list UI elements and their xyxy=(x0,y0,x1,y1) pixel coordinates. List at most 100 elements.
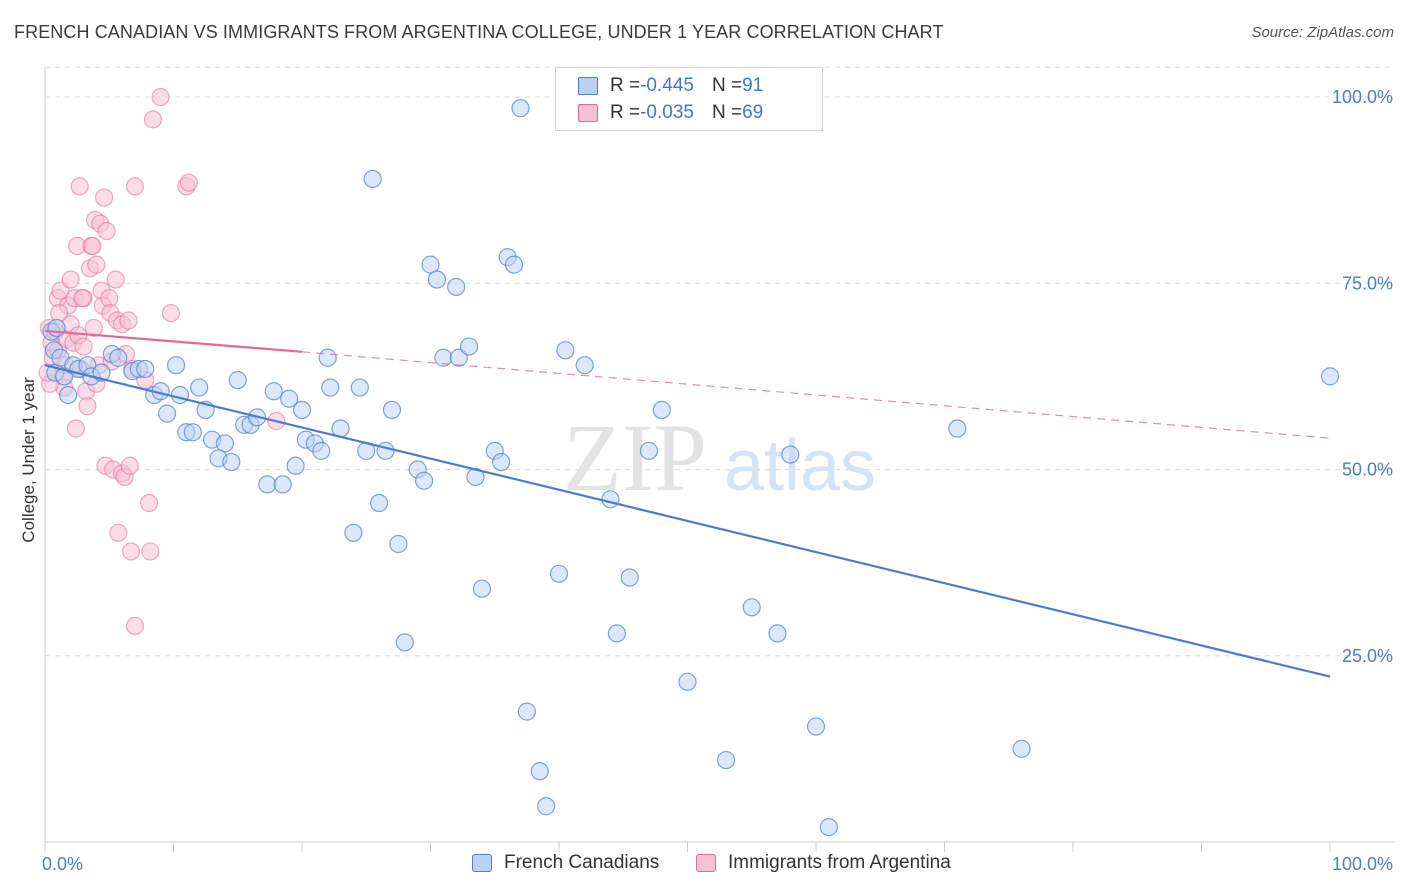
point-argentina-24 xyxy=(78,397,97,416)
legend-swatch-blue xyxy=(578,77,598,95)
point-french-canadian-44 xyxy=(344,523,363,542)
point-french-canadian-50 xyxy=(382,400,402,419)
point-french-canadian-34 xyxy=(273,475,292,494)
point-french-canadian-14 xyxy=(136,359,155,379)
point-argentina-52 xyxy=(121,542,141,561)
legend-n-value: 91 xyxy=(742,75,764,96)
point-french-canadian-80 xyxy=(716,750,736,770)
watermark: ZIP atlas xyxy=(563,404,876,511)
point-french-canadian-47 xyxy=(363,169,382,189)
point-french-canadian-89 xyxy=(47,318,66,338)
point-french-canadian-75 xyxy=(607,624,626,643)
point-french-canadian-42 xyxy=(321,378,340,397)
point-french-canadian-11 xyxy=(109,348,128,367)
point-argentina-36 xyxy=(95,188,114,207)
point-french-canadian-84 xyxy=(806,717,826,736)
legend-r-value: -0.445 xyxy=(640,75,694,96)
point-argentina-63 xyxy=(179,173,199,192)
chart-title: FRENCH CANADIAN VS IMMIGRANTS FROM ARGEN… xyxy=(14,22,944,42)
point-french-canadian-70 xyxy=(537,797,556,816)
axes xyxy=(44,68,1395,852)
legend-series-name: French Canadians xyxy=(504,852,660,873)
point-argentina-16 xyxy=(66,419,85,438)
point-french-canadian-17 xyxy=(157,404,177,423)
point-french-canadian-21 xyxy=(183,423,202,442)
point-french-canadian-76 xyxy=(620,568,639,587)
point-french-canadian-87 xyxy=(1012,739,1031,758)
point-french-canadian-68 xyxy=(517,702,536,721)
trend-line-argentina-dashed xyxy=(301,351,1331,439)
point-french-canadian-74 xyxy=(601,490,620,509)
point-argentina-45 xyxy=(109,523,128,542)
y-tick-label-3: 100.0% xyxy=(1332,87,1393,107)
y-tick-label-1: 50.0% xyxy=(1342,460,1393,480)
legend-row-immigrants-from-argentina: R = -0.035 N = 69 xyxy=(578,100,763,126)
point-argentina-55 xyxy=(125,616,145,636)
point-french-canadian-45 xyxy=(350,378,369,397)
legend-r-label: R = xyxy=(610,75,641,96)
point-french-canadian-71 xyxy=(549,564,569,583)
point-french-canadian-88 xyxy=(1320,367,1340,386)
point-french-canadian-79 xyxy=(678,672,697,691)
point-french-canadian-40 xyxy=(312,441,331,460)
point-argentina-59 xyxy=(143,110,163,129)
point-french-canadian-48 xyxy=(370,493,389,513)
point-argentina-27 xyxy=(83,236,102,256)
point-french-canadian-78 xyxy=(652,400,671,419)
legend-row-french-canadians: R = -0.445 N = 91 xyxy=(578,73,763,99)
point-argentina-67 xyxy=(50,303,69,323)
legend-swatch-pink xyxy=(696,854,716,872)
point-french-canadian-49 xyxy=(376,441,395,460)
legend-n-label: N = xyxy=(711,102,743,123)
point-french-canadian-86 xyxy=(948,419,967,438)
point-french-canadian-22 xyxy=(190,378,209,397)
point-french-canadian-35 xyxy=(280,389,299,408)
point-french-canadian-83 xyxy=(781,445,800,464)
point-french-canadian-85 xyxy=(819,817,838,837)
point-argentina-38 xyxy=(97,222,116,241)
trend-line-argentina xyxy=(44,329,303,353)
point-french-canadian-77 xyxy=(639,441,659,460)
point-argentina-50 xyxy=(119,311,138,330)
legend-series-name: Immigrants from Argentina xyxy=(728,852,951,873)
legend-n-label: N = xyxy=(711,75,743,96)
y-axis-label: College, Under 1 year xyxy=(19,377,38,543)
point-french-canadian-66 xyxy=(504,255,524,274)
legend-swatch-pink xyxy=(578,104,598,122)
point-argentina-19 xyxy=(70,177,89,196)
point-argentina-54 xyxy=(125,177,145,196)
point-french-canadian-82 xyxy=(768,624,787,643)
gridlines xyxy=(45,66,1395,657)
point-french-canadian-69 xyxy=(530,762,549,781)
point-french-canadian-33 xyxy=(264,382,283,401)
point-french-canadian-41 xyxy=(318,348,337,367)
source-label: Source: ZipAtlas.com xyxy=(1251,24,1394,41)
watermark-zip: ZIP xyxy=(563,404,707,511)
legend-swatch-blue xyxy=(472,854,492,872)
point-french-canadian-56 xyxy=(427,270,447,289)
point-argentina-31 xyxy=(87,255,106,274)
point-argentina-28 xyxy=(84,318,103,338)
point-french-canadian-32 xyxy=(258,475,277,494)
point-argentina-13 xyxy=(61,270,80,289)
legend-r-value: -0.035 xyxy=(640,102,694,123)
point-argentina-43 xyxy=(106,270,125,289)
point-argentina-51 xyxy=(120,456,139,475)
point-french-canadian-51 xyxy=(389,534,408,554)
point-french-canadian-54 xyxy=(414,471,434,490)
point-argentina-60 xyxy=(151,87,170,107)
trend-line-french-canadians xyxy=(44,364,1331,678)
legend-item-immigrants-from-argentina: Immigrants from Argentina xyxy=(696,852,951,874)
point-french-canadian-90 xyxy=(59,385,78,405)
point-argentina-22 xyxy=(74,337,93,356)
point-french-canadian-52 xyxy=(395,633,414,652)
tick-labels: 25.0% 50.0% 75.0% 100.0% 0.0% 100.0% xyxy=(42,87,1393,874)
point-french-canadian-67 xyxy=(511,99,530,118)
point-french-canadian-36 xyxy=(286,456,305,475)
point-argentina-61 xyxy=(161,303,181,323)
trend-lines xyxy=(44,329,1331,678)
point-french-canadian-37 xyxy=(292,400,312,419)
point-french-canadian-81 xyxy=(742,598,761,617)
point-french-canadian-73 xyxy=(575,356,594,375)
